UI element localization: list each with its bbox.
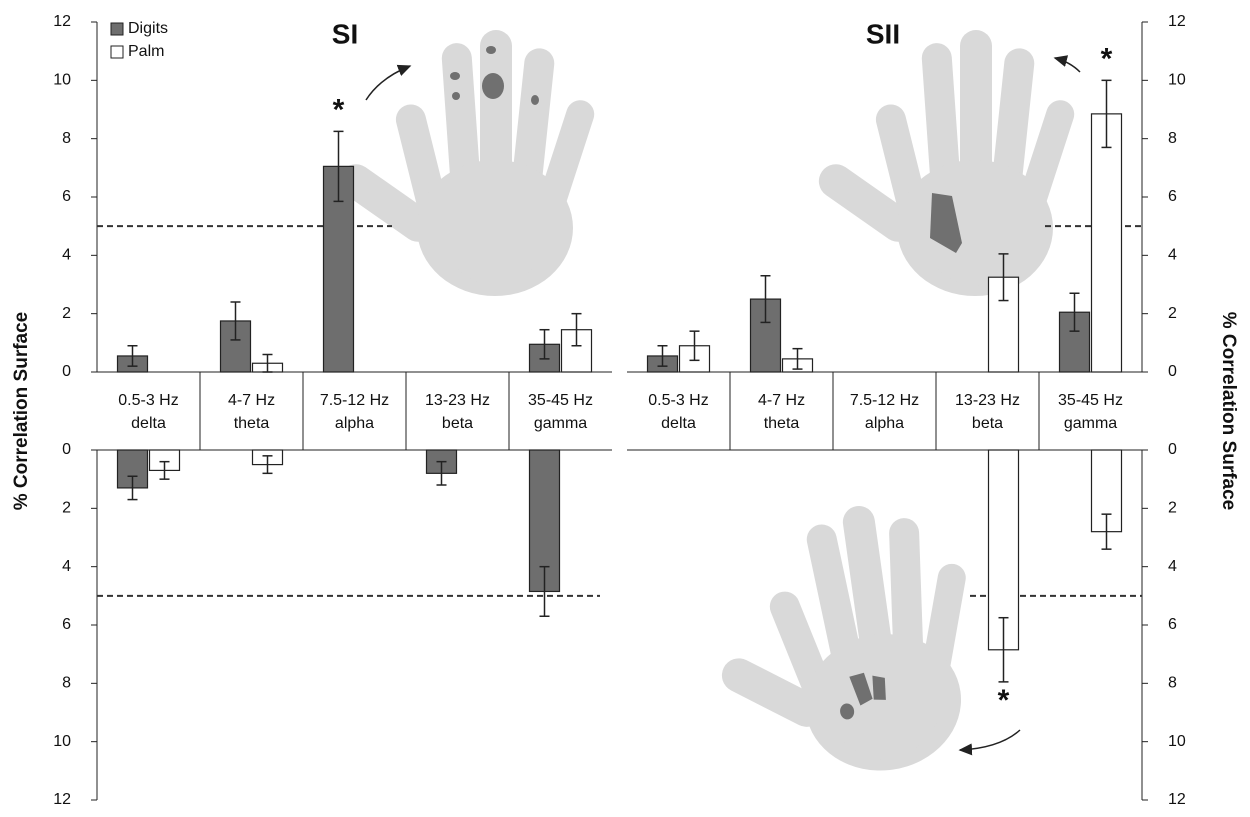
y-tick-label: 0 (62, 363, 71, 380)
y-tick-label: 6 (1168, 616, 1177, 633)
x-tick-label: gamma (534, 415, 587, 432)
legend-label: Palm (128, 43, 164, 60)
y-tick-label: 4 (1168, 558, 1177, 575)
y-axis-label: % Correlation Surface (1218, 312, 1239, 511)
bar (987, 449, 1020, 651)
x-tick-label: 7.5-12 Hz (850, 392, 919, 409)
x-tick-label: 35-45 Hz (1058, 392, 1123, 409)
panel-title: SI (332, 18, 358, 49)
x-tick-label: theta (764, 415, 800, 432)
x-tick-label: 13-23 Hz (955, 392, 1020, 409)
y-tick-label: 6 (62, 616, 71, 633)
y-tick-label: 4 (62, 247, 71, 264)
y-tick-label: 12 (53, 13, 71, 30)
hand-illustration (818, 30, 1075, 296)
y-tick-label: 10 (53, 733, 71, 750)
x-tick-label: theta (234, 415, 270, 432)
y-tick-label: 6 (1168, 188, 1177, 205)
significance-star: * (998, 684, 1010, 717)
arrow (958, 729, 1021, 756)
y-tick-label: 10 (1168, 72, 1186, 89)
y-tick-label: 8 (62, 130, 71, 147)
x-tick-label: 7.5-12 Hz (320, 392, 389, 409)
y-tick-label: 12 (1168, 791, 1186, 808)
x-tick-label: gamma (1064, 415, 1117, 432)
y-tick-label: 2 (62, 500, 71, 517)
hand-illustration (338, 30, 595, 296)
bar (1090, 113, 1123, 373)
y-tick-label: 12 (1168, 13, 1186, 30)
x-tick-label: 4-7 Hz (228, 392, 275, 409)
x-tick-label: 0.5-3 Hz (648, 392, 708, 409)
y-tick-label: 12 (53, 791, 71, 808)
y-tick-label: 4 (62, 558, 71, 575)
legend-swatch (110, 45, 124, 59)
legend-label: Digits (128, 20, 168, 37)
y-axis-label: % Correlation Surface (11, 312, 32, 511)
significance-star: * (1101, 42, 1113, 75)
hand-illustration (721, 505, 966, 771)
x-tick-label: 13-23 Hz (425, 392, 490, 409)
x-tick-label: delta (131, 415, 166, 432)
arrow (365, 64, 412, 101)
y-tick-label: 2 (1168, 500, 1177, 517)
significance-star: * (333, 93, 345, 126)
arrow (1053, 55, 1081, 73)
x-tick-label: 4-7 Hz (758, 392, 805, 409)
y-tick-label: 0 (62, 441, 71, 458)
y-tick-label: 8 (62, 675, 71, 692)
x-tick-label: beta (972, 415, 1003, 432)
x-tick-label: delta (661, 415, 696, 432)
y-tick-label: 2 (1168, 305, 1177, 322)
y-tick-label: 4 (1168, 247, 1177, 264)
y-tick-label: 10 (53, 72, 71, 89)
y-tick-label: 8 (1168, 675, 1177, 692)
y-tick-label: 2 (62, 305, 71, 322)
panel-title: SII (866, 18, 900, 49)
x-tick-label: beta (442, 415, 473, 432)
x-tick-label: 0.5-3 Hz (118, 392, 178, 409)
y-tick-label: 6 (62, 188, 71, 205)
y-tick-label: 0 (1168, 441, 1177, 458)
legend-swatch (110, 22, 124, 36)
y-tick-label: 0 (1168, 363, 1177, 380)
x-tick-label: alpha (865, 415, 904, 432)
x-tick-label: 35-45 Hz (528, 392, 593, 409)
y-tick-label: 10 (1168, 733, 1186, 750)
y-tick-label: 8 (1168, 130, 1177, 147)
x-tick-label: alpha (335, 415, 374, 432)
